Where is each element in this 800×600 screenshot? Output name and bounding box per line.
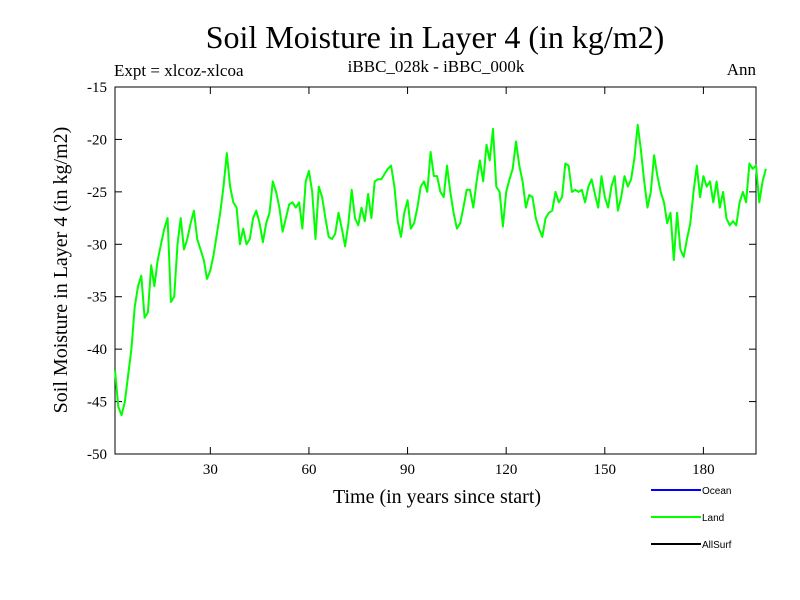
- series-group: [114, 123, 767, 417]
- x-tick-label: 30: [203, 462, 218, 478]
- y-tick-label: -35: [87, 290, 107, 306]
- y-tick-label: -30: [87, 237, 107, 253]
- x-axis: 30 60 90 120 150 180: [203, 87, 715, 478]
- series-line-land: [114, 123, 767, 417]
- comparison-label: iBBC_028k - iBBC_000k: [348, 57, 525, 76]
- plot-frame: [114, 86, 757, 455]
- legend-label-land: Land: [702, 513, 724, 524]
- x-axis-label: Time (in years since start): [333, 486, 541, 508]
- y-tick-label: -20: [87, 132, 107, 148]
- y-axis: -15 -20 -25 -30 -35 -40 -45 -50: [87, 80, 756, 463]
- y-tick-label: -40: [87, 342, 107, 358]
- legend-label-ocean: Ocean: [702, 486, 731, 497]
- y-tick-label: -25: [87, 185, 107, 201]
- experiment-label: Expt = xlcoz-xlcoa: [114, 61, 244, 80]
- y-tick-label: -15: [87, 80, 107, 96]
- x-tick-label: 60: [301, 462, 316, 478]
- legend-label-allsurf: AllSurf: [702, 540, 732, 551]
- x-tick-label: 120: [495, 462, 518, 478]
- y-axis-label: Soil Moisture in Layer 4 (in kg/m2): [50, 127, 72, 414]
- y-tick-label: -45: [87, 395, 107, 411]
- x-tick-label: 180: [692, 462, 715, 478]
- season-label: Ann: [727, 60, 757, 79]
- legend: Ocean Land AllSurf: [651, 486, 732, 551]
- y-tick-label: -50: [87, 447, 107, 463]
- x-tick-label: 90: [400, 462, 415, 478]
- chart-title: Soil Moisture in Layer 4 (in kg/m2): [206, 19, 665, 55]
- x-tick-label: 150: [594, 462, 617, 478]
